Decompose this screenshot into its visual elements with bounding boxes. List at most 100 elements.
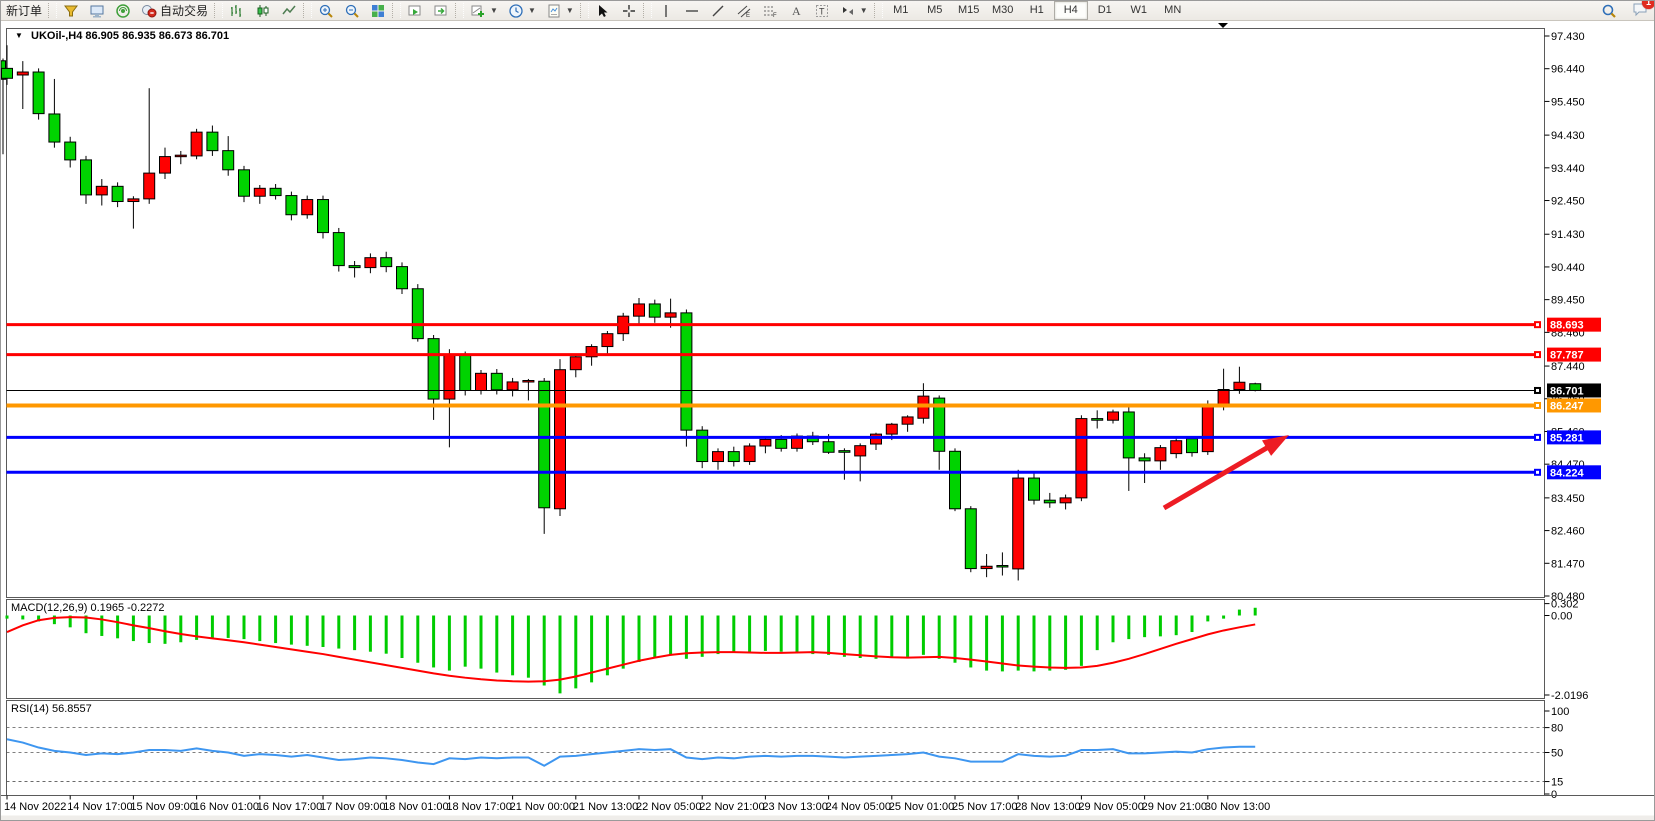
- trendline-button[interactable]: [705, 1, 731, 20]
- price-label-text: 86.247: [1550, 400, 1584, 412]
- trend-arrow-line[interactable]: [1162, 442, 1273, 511]
- price-tick-label: 94.430: [1551, 130, 1585, 142]
- search-button[interactable]: [1596, 1, 1622, 20]
- level-line-handle-dot: [1536, 388, 1539, 392]
- candle-bearish: [964, 508, 977, 570]
- candle-bearish: [822, 441, 835, 453]
- horizontal-line-button[interactable]: [679, 1, 705, 20]
- candle-chart-button[interactable]: [250, 1, 276, 20]
- tile-windows-button[interactable]: [365, 1, 391, 20]
- funnel-icon: [63, 3, 79, 19]
- toolbar-separator: [873, 3, 883, 18]
- toolbar-separator: [642, 3, 652, 18]
- timeframe-button-h4[interactable]: H4: [1053, 1, 1088, 20]
- vertical-line-icon: [658, 3, 674, 19]
- signal-button[interactable]: [110, 1, 136, 20]
- zoom-in-button[interactable]: [313, 1, 339, 20]
- crosshair-button[interactable]: [616, 1, 642, 20]
- new-order-button[interactable]: 新订单: [1, 1, 47, 20]
- candle-bullish: [601, 333, 614, 348]
- autotrade-button[interactable]: 自动交易: [136, 1, 213, 20]
- cursor-button[interactable]: [590, 1, 616, 20]
- price-tick-label: 89.450: [1551, 295, 1585, 307]
- bar-chart-button[interactable]: [224, 1, 250, 20]
- chart-shift-marker[interactable]: [1218, 23, 1228, 28]
- level-line-handle-dot: [1536, 470, 1539, 474]
- time-tick-label: 18 Nov 01:00: [383, 801, 448, 813]
- timeframe-button-m30[interactable]: M30: [992, 4, 1014, 16]
- candle-bearish: [1091, 418, 1104, 421]
- trend-arrow-head[interactable]: [1262, 435, 1289, 456]
- timeframe-button-mn[interactable]: MN: [1164, 4, 1182, 16]
- candle-bearish: [933, 397, 946, 452]
- line-chart-button[interactable]: [276, 1, 302, 20]
- new-order-button-label: 新订单: [6, 4, 43, 18]
- macd-axis-label: 0.302: [1551, 599, 1579, 611]
- time-tick-label: 18 Nov 17:00: [446, 801, 511, 813]
- fibonacci-button[interactable]: F: [757, 1, 783, 20]
- line-chart-icon: [281, 3, 297, 19]
- candle-bullish: [1154, 447, 1167, 462]
- candle-bearish: [48, 113, 61, 143]
- candle-bearish: [206, 131, 219, 152]
- arrows-icon: [840, 3, 856, 19]
- chat-button[interactable]: 1: [1632, 1, 1654, 20]
- text-label-button[interactable]: T: [809, 1, 835, 20]
- rsi-line: [6, 738, 1256, 767]
- toolbar-separator: [392, 3, 402, 18]
- time-tick-label: 17 Nov 09:00: [320, 801, 385, 813]
- candle-bearish: [380, 257, 393, 268]
- fibonacci-icon: F: [762, 3, 778, 19]
- toolbar: 新订单 自动交易 ▼ ▼ ▼ E F A T ▼ M1 M5 M15 M30 H1 H4 D1 W1 MN 1: [1, 1, 1654, 21]
- funnel-button[interactable]: [58, 1, 84, 20]
- channel-button[interactable]: E: [731, 1, 757, 20]
- rsi-axis-label: 15: [1551, 777, 1563, 789]
- timeframe-button-w1[interactable]: W1: [1130, 4, 1147, 16]
- candle-bearish: [1122, 411, 1135, 459]
- candle-bearish: [427, 338, 440, 400]
- symbol-dropdown-icon[interactable]: ▼: [15, 31, 23, 40]
- candle-bullish: [1012, 477, 1025, 570]
- level-line-handle-dot: [1536, 323, 1539, 327]
- time-tick-label: 22 Nov 21:00: [699, 801, 764, 813]
- candle-bearish: [538, 380, 551, 509]
- candle-bullish: [1233, 381, 1246, 391]
- candle-bearish: [696, 429, 709, 463]
- candle-bullish: [1201, 405, 1214, 453]
- candle-bearish: [222, 150, 235, 171]
- candle-bullish: [190, 131, 203, 157]
- level-line-handle-dot: [1536, 403, 1539, 407]
- price-label-box: [1547, 430, 1601, 445]
- candle-bearish: [680, 312, 693, 431]
- timeframe-button-h1[interactable]: H1: [1029, 4, 1044, 16]
- level-line-handle-dot: [1536, 435, 1539, 439]
- template-button[interactable]: ▼: [541, 1, 579, 20]
- text-label-icon: T: [814, 3, 830, 19]
- time-tick-label: 29 Nov 05:00: [1078, 801, 1143, 813]
- timeframe-button-m5[interactable]: M5: [927, 4, 943, 16]
- timeframe-button-m1[interactable]: M1: [893, 4, 909, 16]
- candle-bullish: [1059, 497, 1072, 504]
- monitor-button[interactable]: [84, 1, 110, 20]
- candle-bearish: [727, 451, 740, 463]
- period-clock-icon: [508, 3, 524, 19]
- candles-layer: [1, 45, 1262, 581]
- period-button[interactable]: ▼: [503, 1, 541, 20]
- timeframe-button-m15[interactable]: M15: [958, 4, 980, 16]
- candle-bearish: [111, 185, 124, 203]
- toolbar-separator: [303, 3, 313, 18]
- timeframe-button-d1[interactable]: D1: [1097, 4, 1112, 16]
- zoom-out-button[interactable]: [339, 1, 365, 20]
- zoom-out-icon: [344, 3, 360, 19]
- profile-charts-button[interactable]: [402, 1, 428, 20]
- signal-icon: [115, 3, 131, 19]
- add-indicator-button[interactable]: ▼: [465, 1, 503, 20]
- time-tick-label: 23 Nov 13:00: [762, 801, 827, 813]
- text-button[interactable]: A: [783, 1, 809, 20]
- vertical-line-button[interactable]: [653, 1, 679, 20]
- profile-next-button[interactable]: [428, 1, 454, 20]
- arrows-button[interactable]: ▼: [835, 1, 873, 20]
- candle-bearish: [1186, 438, 1198, 454]
